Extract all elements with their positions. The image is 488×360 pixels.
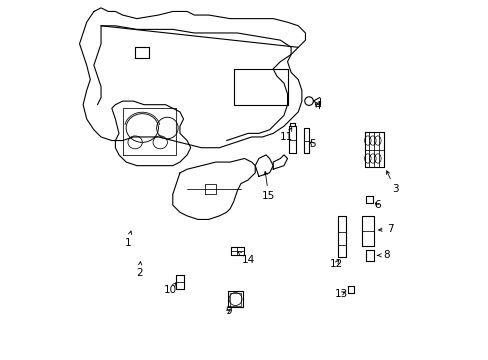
Text: 8: 8	[377, 250, 388, 260]
Text: 10: 10	[163, 282, 176, 295]
Text: 5: 5	[309, 139, 315, 149]
Text: 11: 11	[280, 128, 293, 142]
Text: 9: 9	[224, 306, 231, 316]
Text: 15: 15	[262, 171, 275, 201]
Text: 7: 7	[378, 224, 393, 234]
Text: 6: 6	[373, 200, 380, 210]
Text: 13: 13	[334, 289, 347, 299]
Text: 1: 1	[124, 231, 131, 248]
Text: 14: 14	[238, 252, 254, 265]
Text: 3: 3	[386, 171, 398, 194]
Text: 12: 12	[329, 258, 342, 269]
Text: 2: 2	[136, 262, 142, 278]
Text: 4: 4	[314, 102, 321, 112]
